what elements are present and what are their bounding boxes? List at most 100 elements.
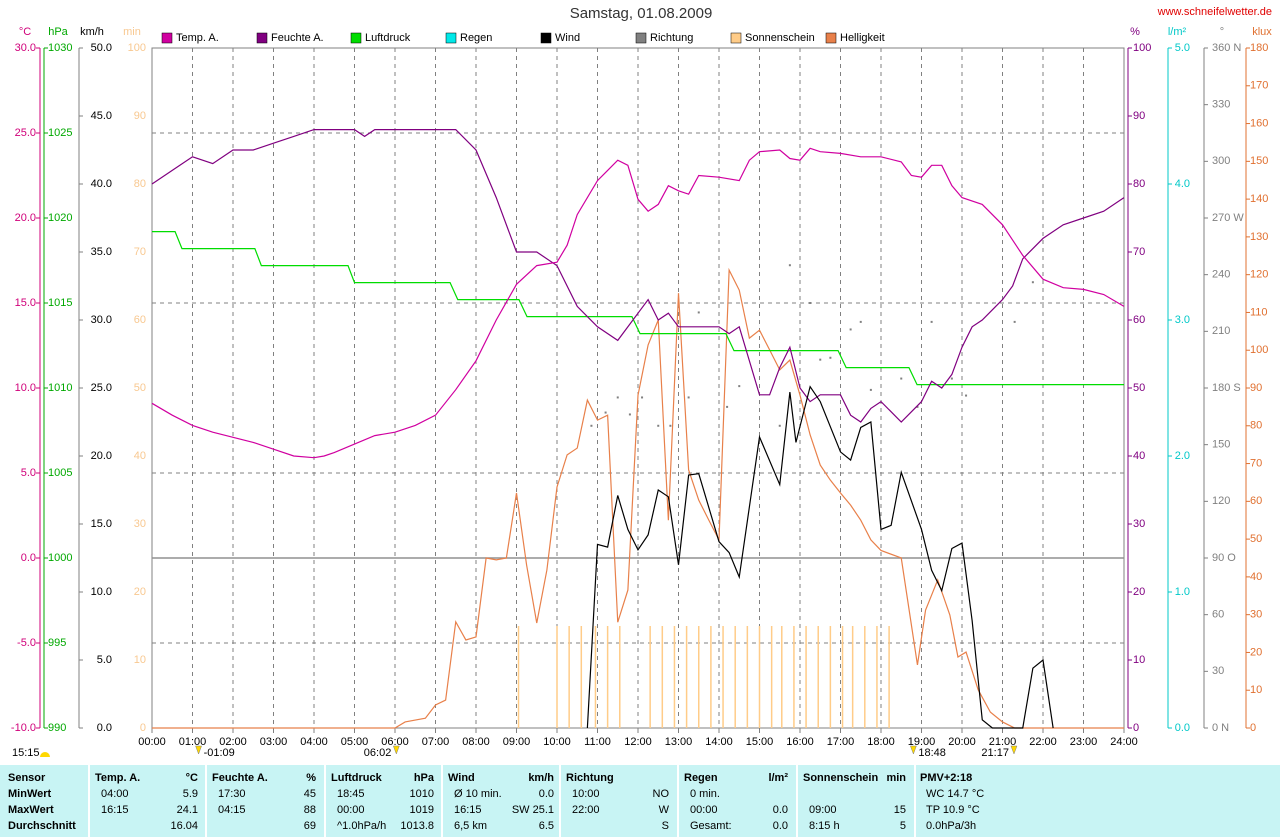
table-cell: 0.0 (772, 820, 788, 832)
y-tick-label: 150 (1212, 439, 1230, 451)
direction-dot (1031, 281, 1034, 284)
table-cell: Sensor (8, 772, 46, 784)
direction-dot (778, 424, 781, 427)
x-tick-label: 06:00 (381, 736, 409, 748)
y-tick-label: 10 (1133, 654, 1145, 666)
x-tick-label: 16:00 (786, 736, 814, 748)
y-tick-label: 0 N (1212, 722, 1229, 734)
y-tick-label: 110 (1250, 306, 1268, 318)
y-tick-label: 120 (1250, 269, 1268, 281)
table-cell: 00:00 (337, 804, 365, 816)
legend-label: Sonnenschein (745, 32, 815, 44)
table-cell: 45 (303, 788, 316, 800)
y-tick-label: 10 (1250, 684, 1262, 696)
direction-dot (726, 405, 729, 408)
direction-dot (859, 320, 862, 323)
direction-dot (628, 413, 631, 416)
y-tick-label: 25.0 (15, 127, 36, 139)
y-tick-label: 0 (140, 722, 146, 734)
legend-label: Wind (555, 32, 580, 44)
table-cell: min (886, 772, 906, 784)
corner-note: 15:15 (12, 747, 40, 759)
table-cell: Durchschnitt (8, 820, 76, 832)
axis-unit: klux (1252, 26, 1272, 38)
x-tick-label: 19:00 (908, 736, 936, 748)
table-cell: Gesamt: (690, 820, 732, 832)
y-tick-label: 35.0 (91, 246, 112, 258)
y-tick-label: 100 (1133, 42, 1151, 54)
sun-marker (195, 745, 202, 755)
table-cell: 15 (893, 804, 906, 816)
table-cell: 24.1 (176, 804, 198, 816)
sun-time: 06:02 (364, 747, 392, 759)
y-tick-label: 1015 (48, 297, 72, 309)
direction-dot (616, 396, 619, 399)
stats-table: Sensor Temp. A. °C Feuchte A.% Luftdruck hPa W… (0, 765, 1280, 837)
y-tick-label: 40.0 (91, 178, 112, 190)
y-tick-label: 45.0 (91, 110, 112, 122)
y-tick-label: 240 (1212, 269, 1230, 281)
y-tick-label: 5.0 (97, 654, 112, 666)
table-cell: 16:15 (454, 804, 482, 816)
y-tick-label: 60 (134, 314, 146, 326)
y-tick-label: 1000 (48, 552, 72, 564)
x-tick-label: 04:00 (300, 736, 328, 748)
x-tick-label: 12:00 (624, 736, 652, 748)
table-cell: Wind (448, 772, 475, 784)
chart-title: Samstag, 01.08.2009 (570, 5, 713, 22)
table-cell: 88 (303, 804, 316, 816)
y-tick-label: 20 (1250, 646, 1262, 658)
sun-marker (1010, 745, 1018, 755)
column-separator (441, 765, 443, 837)
table-cell: % (306, 772, 316, 784)
series-line (152, 267, 1124, 729)
legend-label: Richtung (650, 32, 693, 44)
table-cell: 18:45 (337, 788, 365, 800)
table-cell: km/h (528, 772, 554, 784)
y-tick-label: -5.0 (17, 637, 36, 649)
table-cell: 6,5 km (454, 820, 488, 832)
source-url: www.schneifelwetter.de (1157, 6, 1272, 18)
y-tick-label: 1025 (48, 127, 72, 139)
sun-time: 21:17 (981, 747, 1009, 759)
x-tick-label: 22:00 (1029, 736, 1057, 748)
legend-label: Temp. A. (176, 32, 219, 44)
x-tick-label: 15:00 (746, 736, 774, 748)
table-cell: Feuchte A. (212, 772, 268, 784)
table-cell: 17:30 (218, 788, 246, 800)
y-tick-label: 170 (1250, 80, 1268, 92)
x-tick-label: 14:00 (705, 736, 733, 748)
y-tick-label: 15.0 (15, 297, 36, 309)
series-line (586, 385, 1054, 729)
y-tick-label: 60 (1212, 609, 1224, 621)
y-tick-label: 40 (1133, 450, 1145, 462)
table-cell: S (661, 820, 669, 832)
y-tick-label: 90 (1250, 382, 1262, 394)
table-cell: hPa (413, 772, 434, 784)
y-tick-label: 180 S (1212, 382, 1241, 394)
y-tick-label: 270 W (1212, 212, 1244, 224)
x-tick-label: 09:00 (503, 736, 531, 748)
y-tick-label: 1010 (48, 382, 72, 394)
table-cell: 0 min. (690, 788, 720, 800)
axis-unit: l/m² (1168, 26, 1187, 38)
x-tick-label: 08:00 (462, 736, 490, 748)
y-tick-label: 80 (134, 178, 146, 190)
direction-dot (916, 405, 919, 408)
y-tick-label: 80 (1250, 420, 1262, 432)
x-tick-label: 24:00 (1110, 736, 1138, 748)
y-tick-label: 300 (1212, 155, 1230, 167)
direction-dot (590, 424, 593, 427)
direction-dot (604, 411, 607, 414)
legend-swatch (540, 32, 552, 44)
table-cell: 69 (303, 820, 316, 832)
y-tick-label: 15.0 (91, 518, 112, 530)
table-cell: 6.5 (538, 820, 554, 832)
sun-marker (392, 745, 400, 755)
table-cell: Ø 10 min. (454, 788, 502, 800)
y-tick-label: 0.0 (1175, 722, 1190, 734)
y-tick-label: 0.0 (21, 552, 36, 564)
table-cell: 1013.8 (400, 820, 434, 832)
table-cell: 8:15 h (809, 820, 840, 832)
